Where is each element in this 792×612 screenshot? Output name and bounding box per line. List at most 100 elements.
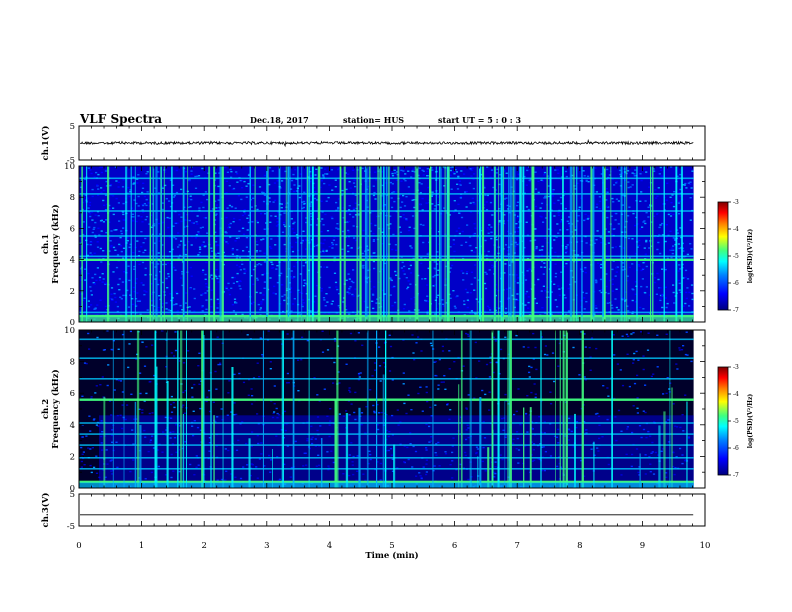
noise-pixel xyxy=(672,451,675,454)
noise-pixel xyxy=(466,299,469,301)
sferic-line xyxy=(139,424,142,488)
noise-pixel xyxy=(304,452,307,454)
noise-pixel xyxy=(682,345,685,347)
noise-pixel xyxy=(241,313,244,316)
noise-pixel xyxy=(393,200,396,203)
noise-pixel xyxy=(679,227,682,229)
noise-pixel xyxy=(258,458,261,460)
noise-pixel xyxy=(578,206,581,208)
noise-pixel xyxy=(619,245,622,248)
noise-pixel xyxy=(666,302,669,305)
noise-pixel xyxy=(215,213,218,215)
noise-pixel xyxy=(277,223,280,226)
noise-pixel xyxy=(658,287,661,289)
noise-pixel xyxy=(161,202,164,204)
noise-pixel xyxy=(326,230,330,232)
noise-pixel xyxy=(300,359,303,361)
noise-pixel xyxy=(87,167,90,169)
sferic-line xyxy=(555,330,556,488)
noise-pixel xyxy=(645,212,648,214)
noise-pixel xyxy=(255,240,258,243)
noise-pixel xyxy=(166,287,169,289)
noise-pixel xyxy=(556,306,559,308)
noise-pixel xyxy=(133,290,136,293)
noise-pixel xyxy=(198,251,201,254)
noise-pixel xyxy=(557,232,560,234)
noise-pixel xyxy=(644,384,647,386)
noise-pixel xyxy=(516,437,519,440)
sferic-line xyxy=(497,330,500,488)
noise-pixel xyxy=(364,432,367,434)
noise-pixel xyxy=(451,445,454,447)
noise-pixel xyxy=(457,175,460,178)
noise-pixel xyxy=(429,440,432,442)
noise-pixel xyxy=(413,227,416,230)
noise-pixel xyxy=(453,305,456,307)
noise-pixel xyxy=(488,269,491,271)
noise-pixel xyxy=(314,191,317,193)
noise-pixel xyxy=(235,413,238,416)
noise-pixel xyxy=(105,219,108,221)
noise-pixel xyxy=(422,224,425,226)
sferic-line xyxy=(590,166,593,322)
noise-pixel xyxy=(487,232,490,234)
noise-pixel xyxy=(116,305,119,308)
noise-pixel xyxy=(226,171,229,173)
noise-pixel xyxy=(611,283,614,285)
noise-pixel xyxy=(350,442,353,444)
noise-pixel xyxy=(157,263,160,265)
noise-pixel xyxy=(391,175,395,177)
noise-pixel xyxy=(193,474,196,476)
noise-pixel xyxy=(80,466,83,468)
noise-pixel xyxy=(183,412,186,414)
noise-pixel xyxy=(114,229,117,231)
noise-pixel xyxy=(422,466,425,468)
noise-pixel xyxy=(485,273,488,275)
noise-pixel xyxy=(407,394,410,396)
noise-pixel xyxy=(614,212,617,215)
sferic-line xyxy=(379,166,382,322)
noise-pixel xyxy=(206,198,209,201)
noise-pixel xyxy=(376,461,379,463)
noise-pixel xyxy=(249,474,252,477)
noise-pixel xyxy=(621,335,624,337)
noise-pixel xyxy=(118,220,121,222)
noise-pixel xyxy=(594,279,598,281)
noise-pixel xyxy=(568,429,571,431)
noise-pixel xyxy=(276,265,279,267)
noise-pixel xyxy=(370,256,373,259)
noise-pixel xyxy=(92,282,95,284)
sferic-line xyxy=(639,453,641,488)
noise-pixel xyxy=(430,195,433,197)
y-tick-label: 10 xyxy=(64,162,75,172)
noise-pixel xyxy=(598,290,601,292)
noise-pixel xyxy=(443,375,446,377)
noise-pixel xyxy=(615,198,618,200)
noise-pixel xyxy=(446,403,449,405)
noise-pixel xyxy=(501,458,504,461)
noise-pixel xyxy=(337,228,340,230)
noise-pixel xyxy=(629,186,632,188)
noise-pixel xyxy=(433,208,436,210)
noise-pixel xyxy=(410,409,413,411)
sferic-line xyxy=(574,413,576,488)
noise-pixel xyxy=(145,346,148,348)
noise-pixel xyxy=(195,221,198,223)
noise-pixel xyxy=(122,227,125,229)
colorbar-scale xyxy=(717,366,729,476)
noise-pixel xyxy=(105,449,108,451)
noise-pixel xyxy=(473,277,476,279)
noise-pixel xyxy=(289,287,293,289)
noise-pixel xyxy=(554,251,557,254)
date-label: Dec.18, 2017 xyxy=(250,115,309,125)
noise-pixel xyxy=(144,274,147,276)
noise-pixel xyxy=(89,448,92,450)
noise-pixel xyxy=(375,302,378,304)
noise-pixel xyxy=(469,168,472,170)
noise-pixel xyxy=(557,365,560,367)
noise-pixel xyxy=(670,166,673,168)
noise-pixel xyxy=(632,405,635,407)
noise-pixel xyxy=(680,349,684,351)
noise-pixel xyxy=(183,219,187,221)
